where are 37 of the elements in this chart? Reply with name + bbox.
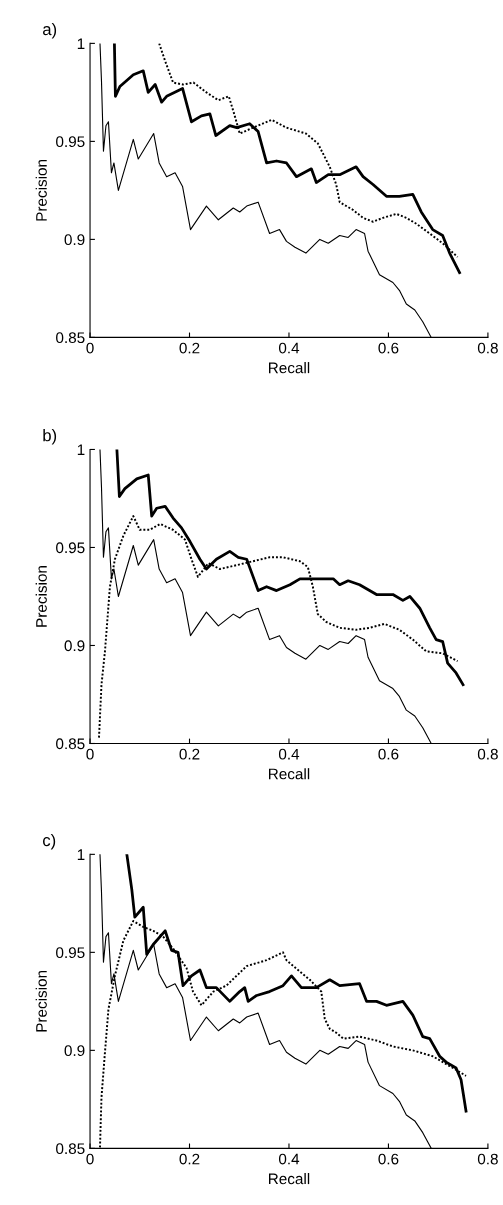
x-tick-label: 0.2 [179, 748, 200, 760]
y-tick-label: 0.95 [56, 947, 85, 959]
x-tick-label: 0.6 [378, 1153, 399, 1165]
y-tick-label: 0.85 [56, 1143, 85, 1155]
x-tick-label: 0 [86, 1153, 94, 1165]
x-tick-label: 0.8 [477, 748, 498, 760]
x-tick-label: 0.2 [179, 1153, 200, 1165]
x-tick-label: 0.4 [278, 748, 300, 760]
x-tick-label: 0.4 [278, 1153, 300, 1165]
chart-title: b) [43, 429, 57, 445]
chart-title: a) [43, 22, 57, 39]
x-tick-label: 0.2 [179, 342, 200, 354]
x-tick-label: 0.8 [477, 1153, 498, 1165]
y-tick-label: 0.85 [56, 738, 85, 750]
y-tick-label: 0.9 [64, 234, 85, 246]
y-axis-title: Precision [35, 970, 47, 1032]
chart-title: c) [43, 833, 56, 850]
y-tick-label: 1 [77, 38, 85, 49]
line-series [113, 43, 461, 275]
y-tick-label: 0.95 [56, 542, 85, 554]
x-tick-label: 0.6 [378, 342, 399, 354]
y-axis-title: Precision [35, 566, 47, 627]
y-tick-label: 1 [77, 849, 85, 860]
x-tick-label: 0.8 [477, 342, 498, 354]
x-axis-title: Recall [269, 362, 310, 374]
x-tick-label: 0 [86, 342, 94, 354]
x-tick-label: 0 [86, 748, 94, 760]
y-tick-label: 1 [77, 444, 85, 455]
y-tick-label: 0.9 [64, 1045, 85, 1057]
y-tick-label: 0.9 [64, 640, 85, 652]
y-tick-label: 0.95 [56, 136, 85, 148]
x-axis-title: Recall [269, 1173, 310, 1185]
x-tick-label: 0.4 [278, 342, 300, 354]
y-tick-label: 0.85 [56, 332, 85, 344]
x-tick-label: 0.6 [378, 748, 399, 760]
x-axis-title: Recall [269, 768, 310, 780]
y-axis-title: Precision [35, 159, 47, 221]
